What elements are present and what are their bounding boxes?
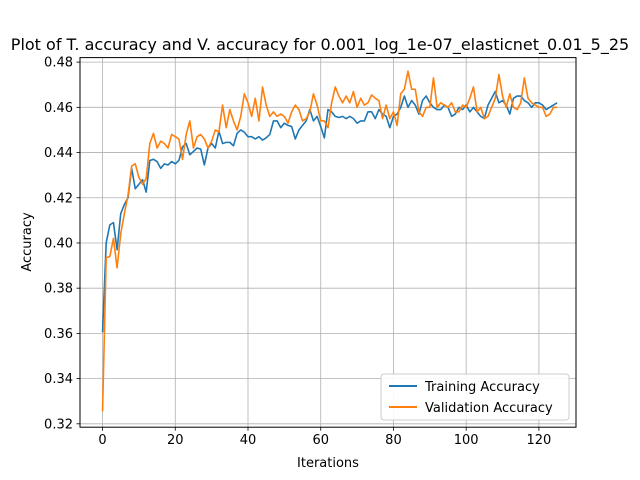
y-tick-label: 0.42 bbox=[44, 191, 73, 206]
x-tick-label: 40 bbox=[240, 433, 257, 448]
x-tick-label: 120 bbox=[526, 433, 551, 448]
y-tick-label: 0.48 bbox=[44, 56, 73, 71]
y-tick-label: 0.40 bbox=[44, 236, 73, 251]
x-tick-label: 80 bbox=[385, 433, 402, 448]
x-tick-label: 0 bbox=[98, 433, 106, 448]
legend-label-validation: Validation Accuracy bbox=[425, 401, 553, 416]
y-axis-label: Accuracy bbox=[20, 212, 35, 272]
y-tick-label: 0.32 bbox=[44, 417, 73, 432]
legend: Training Accuracy Validation Accuracy bbox=[380, 373, 570, 421]
grid-lines bbox=[80, 57, 576, 428]
y-tick-label: 0.46 bbox=[44, 101, 73, 116]
validation-accuracy-line bbox=[101, 70, 558, 412]
x-tick-label: 60 bbox=[312, 433, 329, 448]
axes-frame bbox=[79, 57, 577, 428]
y-tick-label: 0.36 bbox=[44, 327, 73, 342]
chart-title: Plot of T. accuracy and V. accuracy for … bbox=[11, 35, 629, 55]
legend-label-training: Training Accuracy bbox=[424, 380, 540, 395]
legend-box bbox=[380, 373, 570, 421]
y-tick-label: 0.38 bbox=[44, 282, 73, 297]
x-axis-label: Iterations bbox=[297, 456, 359, 471]
x-tick-label: 100 bbox=[454, 433, 479, 448]
y-tick-label: 0.44 bbox=[44, 146, 73, 161]
series-layer bbox=[101, 70, 558, 412]
x-tick-label: 20 bbox=[167, 433, 184, 448]
y-tick-label: 0.34 bbox=[44, 372, 73, 387]
axis-ticks: 0 20 40 60 80 100 120 0.32 0.34 0.36 0.38 0.40 0.42 0… bbox=[44, 56, 551, 449]
